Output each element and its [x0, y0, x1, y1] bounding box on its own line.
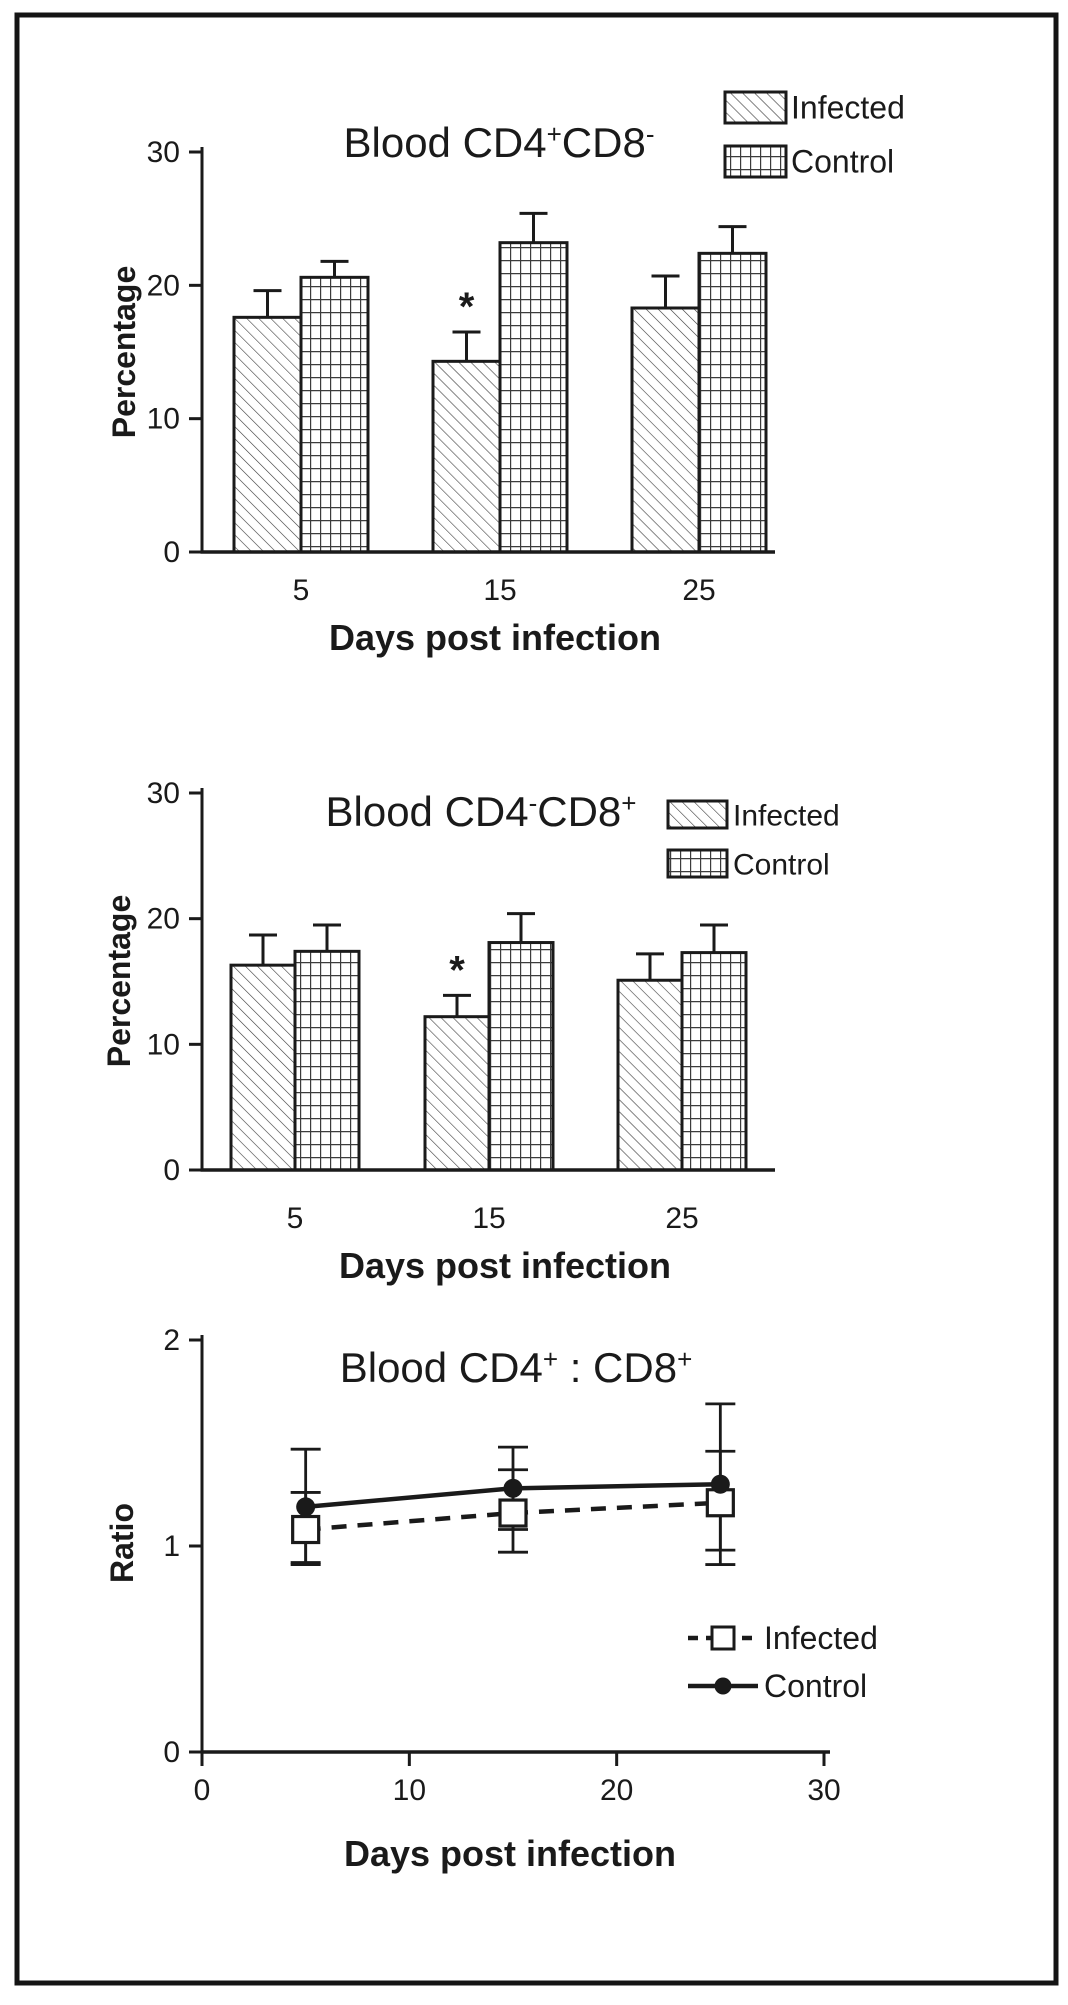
- y-axis-label: Ratio: [104, 1503, 140, 1583]
- series-control: [296, 1474, 730, 1517]
- bar-control: [299, 275, 370, 554]
- chart-blood-cd4pos-cd8neg: * 0 10 20 30 5 15 25 Blood CD4+CD8- Percentage Day…: [106, 90, 905, 659]
- y-tick-label: 0: [163, 1736, 180, 1769]
- bar-infected: [423, 1015, 491, 1172]
- title-segment: : CD8: [558, 1344, 677, 1391]
- y-tick-label: 0: [163, 536, 180, 569]
- x-tick-label: 20: [600, 1774, 633, 1807]
- bar-control: [293, 949, 361, 1172]
- x-tick-label: 25: [665, 1202, 698, 1235]
- series-line: [305, 1500, 721, 1532]
- y-tick-label: 10: [147, 1028, 180, 1061]
- title-segment: +: [677, 1344, 692, 1374]
- title-segment: CD8: [537, 788, 621, 835]
- legend-label-control: Control: [764, 1668, 867, 1704]
- legend-swatch-control: [723, 144, 788, 179]
- x-tick-label: 15: [472, 1202, 505, 1235]
- legend-swatch-infected: [723, 90, 788, 125]
- chart-blood-cd4neg-cd8pos: * 0 10 20 30 5 15 25 Blood CD4-CD8+ Percentage Day…: [101, 777, 840, 1286]
- data-point-circle: [710, 1474, 730, 1494]
- bar-infected: [630, 306, 701, 554]
- y-tick-label: 1: [163, 1530, 180, 1563]
- x-axis-label: Days post infection: [344, 1833, 676, 1874]
- title-segment: -: [529, 788, 538, 818]
- legend-swatch-control: [666, 848, 729, 879]
- y-tick-label: 30: [147, 777, 180, 810]
- bar-infected: [431, 359, 502, 554]
- title-segment: -: [646, 119, 655, 149]
- chart-title: Blood CD4-CD8+: [325, 788, 636, 835]
- figure-border: [14, 12, 1059, 1986]
- bar-control: [697, 251, 768, 554]
- y-tick-label: 0: [163, 1154, 180, 1187]
- bar-infected: [232, 315, 303, 554]
- title-segment: Blood CD4: [343, 119, 546, 166]
- title-segment: Blood CD4: [325, 788, 528, 835]
- significance-star: *: [449, 948, 465, 992]
- legend: Infected Control: [723, 90, 905, 180]
- x-tick-label: 0: [194, 1774, 211, 1807]
- legend-marker-circle: [714, 1677, 732, 1695]
- data-point-square: [291, 1514, 321, 1545]
- legend-label-infected: Infected: [764, 1620, 878, 1656]
- y-tick-label: 10: [147, 403, 180, 436]
- series-control: [293, 912, 748, 1172]
- title-segment: +: [543, 1344, 558, 1374]
- legend-marker-square: [710, 1625, 736, 1651]
- title-segment: +: [547, 119, 562, 149]
- x-tick-label: 5: [287, 1202, 304, 1235]
- series-infected: [229, 933, 684, 1172]
- chart-title: Blood CD4+ : CD8+: [340, 1344, 693, 1391]
- legend: Infected Control: [688, 1620, 878, 1704]
- x-axis-label: Days post infection: [329, 617, 661, 658]
- bar-control: [498, 241, 569, 554]
- title-segment: +: [621, 788, 636, 818]
- y-axis-label: Percentage: [101, 895, 137, 1068]
- y-tick-label: 20: [147, 903, 180, 936]
- chart-title: Blood CD4+CD8-: [343, 119, 654, 166]
- series-control: [299, 211, 768, 554]
- x-tick-label: 30: [807, 1774, 840, 1807]
- data-point-circle: [296, 1497, 316, 1517]
- bar-infected: [229, 963, 297, 1172]
- x-tick-label: 10: [393, 1774, 426, 1807]
- x-tick-label: 5: [293, 574, 310, 607]
- x-tick-label: 25: [682, 574, 715, 607]
- title-segment: Blood CD4: [340, 1344, 543, 1391]
- data-point-circle: [503, 1478, 523, 1498]
- bar-control: [487, 941, 555, 1172]
- legend-label-infected: Infected: [733, 800, 840, 833]
- significance-star: *: [459, 285, 475, 329]
- series-infected: [232, 274, 701, 554]
- y-tick-label: 2: [163, 1324, 180, 1357]
- y-tick-label: 20: [147, 269, 180, 302]
- series-infected: [291, 1488, 735, 1545]
- y-axis-label: Percentage: [106, 266, 142, 439]
- legend-label-control: Control: [791, 144, 894, 180]
- data-point-square: [498, 1498, 528, 1528]
- x-axis-label: Days post infection: [339, 1245, 671, 1286]
- bar-control: [680, 951, 748, 1172]
- title-segment: CD8: [562, 119, 646, 166]
- legend: Infected Control: [666, 799, 840, 882]
- legend-swatch-infected: [666, 799, 729, 830]
- legend-label-infected: Infected: [791, 90, 905, 126]
- legend-label-control: Control: [733, 849, 830, 882]
- x-tick-label: 15: [483, 574, 516, 607]
- bar-infected: [616, 978, 684, 1172]
- y-tick-label: 30: [147, 136, 180, 169]
